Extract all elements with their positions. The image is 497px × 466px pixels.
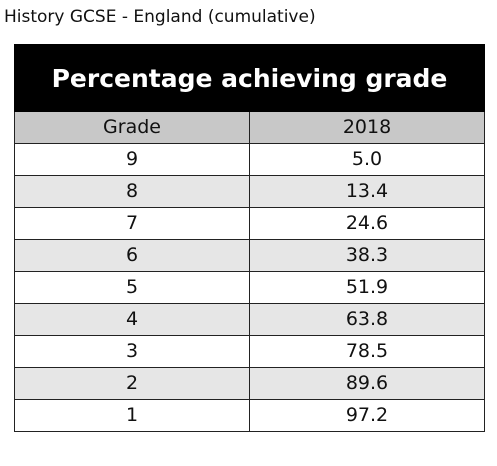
percentage-cell: 24.6 [249, 207, 485, 240]
column-header-grade: Grade [14, 111, 250, 144]
grade-cell: 4 [14, 303, 250, 336]
figure-caption: History GCSE - England (cumulative) [4, 7, 316, 27]
percentage-cell: 78.5 [249, 335, 485, 368]
percentage-cell: 51.9 [249, 271, 485, 304]
table-row: 8 13.4 [14, 175, 485, 208]
grade-cell: 3 [14, 335, 250, 368]
percentage-cell: 63.8 [249, 303, 485, 336]
table-row: 5 51.9 [14, 271, 485, 304]
column-header-year: 2018 [249, 111, 485, 144]
table-row: 4 63.8 [14, 303, 485, 336]
percentage-cell: 89.6 [249, 367, 485, 400]
grade-cell: 8 [14, 175, 250, 208]
grade-cell: 5 [14, 271, 250, 304]
table-row: 7 24.6 [14, 207, 485, 240]
table-row: 3 78.5 [14, 335, 485, 368]
column-header-row: Grade 2018 [14, 111, 485, 144]
grade-cell: 6 [14, 239, 250, 272]
grade-cell: 1 [14, 399, 250, 432]
grade-cell: 9 [14, 143, 250, 176]
table-title-row: Percentage achieving grade [14, 44, 485, 112]
percentage-cell: 38.3 [249, 239, 485, 272]
grade-cell: 7 [14, 207, 250, 240]
table-row: 9 5.0 [14, 143, 485, 176]
grade-cell: 2 [14, 367, 250, 400]
percentage-cell: 97.2 [249, 399, 485, 432]
table-row: 1 97.2 [14, 399, 485, 432]
table-row: 6 38.3 [14, 239, 485, 272]
percentage-cell: 5.0 [249, 143, 485, 176]
table-body: 9 5.0 8 13.4 7 24.6 6 38.3 5 51.9 4 63.8 3 78.5 2 89.6 1… [14, 143, 485, 432]
table-row: 2 89.6 [14, 367, 485, 400]
table-title: Percentage achieving grade [14, 44, 485, 112]
percentage-cell: 13.4 [249, 175, 485, 208]
